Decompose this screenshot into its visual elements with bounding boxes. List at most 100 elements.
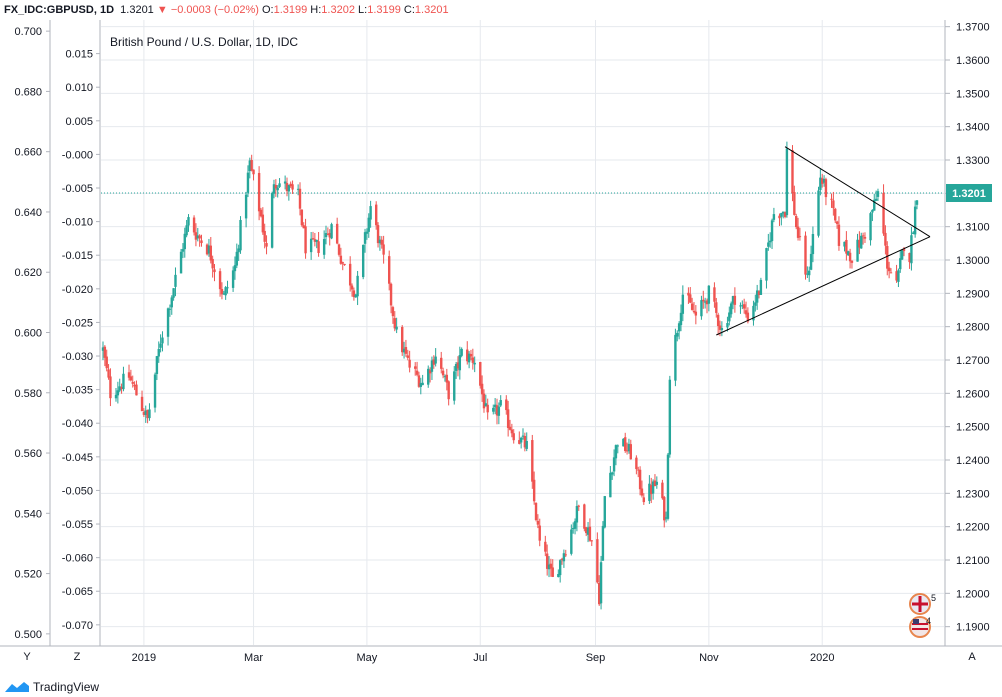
- candle-body: [428, 370, 432, 374]
- candle-body: [770, 220, 774, 242]
- candle-body: [874, 198, 878, 201]
- candle-body: [363, 232, 367, 244]
- candle-body: [118, 386, 121, 391]
- right-tick-label: 1.2100: [956, 555, 990, 567]
- candle-body: [733, 295, 737, 305]
- candle-body: [538, 525, 541, 541]
- left-outer-tick-label: 0.680: [14, 86, 42, 98]
- candle-body: [352, 290, 356, 298]
- candle-body: [427, 368, 430, 385]
- price-chart[interactable]: British Pound / U.S. Dollar, 1D, IDC 0.7…: [0, 0, 1002, 678]
- left-inner-tick-label: -0.000: [62, 149, 93, 161]
- candle-body: [677, 323, 681, 332]
- log-scale-button[interactable]: Y: [23, 651, 31, 663]
- left-inner-tick-label: -0.055: [62, 519, 93, 531]
- candle-body: [900, 249, 904, 260]
- candle-body: [806, 273, 809, 275]
- trendline[interactable]: [716, 236, 931, 336]
- last-price: 1.3201: [120, 4, 154, 16]
- us-flag-icon[interactable]: 4: [909, 616, 931, 638]
- candle-body: [434, 356, 437, 364]
- candle-body: [369, 206, 372, 220]
- candle-body: [445, 374, 449, 383]
- candle-body: [713, 287, 716, 302]
- candle-body: [821, 178, 824, 184]
- time-tick-label: 2019: [132, 652, 156, 664]
- left-inner-tick-label: -0.040: [62, 418, 93, 430]
- candle-body: [261, 214, 265, 233]
- right-tick-label: 1.3700: [956, 22, 990, 34]
- right-price-axis[interactable]: 1.37001.36001.35001.34001.33001.32001.31…: [945, 22, 990, 634]
- candle-body: [107, 369, 110, 378]
- candle-body: [512, 433, 515, 441]
- candle-body: [521, 435, 525, 437]
- us-flag-count: 4: [926, 616, 931, 626]
- left-inner-tick-label: -0.005: [62, 183, 93, 195]
- left-outer-axis[interactable]: 0.700 0.680 0.660 0.640 0.620 0.600 0.580 0.560…: [14, 26, 50, 641]
- candle-body: [588, 526, 592, 541]
- candle-body: [252, 169, 255, 175]
- time-tick-label: Mar: [244, 652, 263, 664]
- candle-body: [731, 296, 735, 304]
- candle-body: [328, 233, 331, 238]
- candle-body: [127, 372, 131, 378]
- candle-body: [718, 325, 722, 330]
- candle-body: [456, 362, 460, 369]
- candle-body: [895, 271, 898, 281]
- candle-body: [887, 267, 891, 272]
- candle-body: [860, 235, 863, 249]
- left-outer-tick-label: 0.500: [14, 629, 42, 641]
- candle-body: [263, 230, 266, 242]
- event-flags[interactable]: 5 4: [909, 593, 936, 638]
- candle-body: [402, 348, 406, 353]
- close-label: C:: [403, 4, 415, 16]
- candle-body: [417, 375, 421, 387]
- tradingview-logo-icon: [5, 682, 29, 692]
- candle-body: [571, 527, 575, 530]
- candle-body: [218, 271, 222, 290]
- candle-body: [640, 488, 644, 496]
- candle-body: [742, 304, 746, 309]
- candle-body: [505, 399, 508, 411]
- candle-body: [845, 239, 848, 254]
- candle-body: [835, 221, 839, 224]
- time-tick-label: Nov: [699, 652, 719, 664]
- candle-body: [337, 244, 341, 255]
- auto-scale-button[interactable]: A: [968, 651, 976, 663]
- zoom-button[interactable]: Z: [74, 651, 81, 663]
- chart-title: British Pound / U.S. Dollar, 1D, IDC: [110, 35, 298, 49]
- left-inner-tick-label: -0.035: [62, 385, 93, 397]
- candle-body: [430, 360, 434, 372]
- trendlines[interactable]: [716, 146, 931, 336]
- candle-body: [624, 437, 627, 451]
- candle-body: [317, 241, 320, 254]
- right-tick-label: 1.1900: [956, 622, 990, 634]
- candle-body: [146, 409, 149, 419]
- price-change: ▼ −0.0003 (−0.02%): [156, 4, 259, 16]
- candle-body: [179, 251, 183, 274]
- candle-body: [348, 263, 352, 286]
- candle-body: [510, 429, 514, 434]
- candle-body: [744, 310, 748, 315]
- brand-footer[interactable]: TradingView: [4, 678, 99, 696]
- candle-body: [741, 305, 744, 307]
- trendline[interactable]: [784, 146, 931, 238]
- uk-flag-icon[interactable]: 5: [909, 593, 936, 615]
- candle-body: [235, 251, 239, 266]
- open-value: 1.3199: [273, 4, 308, 16]
- candle-body: [601, 525, 605, 561]
- candle-body: [441, 370, 445, 376]
- candle-body: [843, 241, 846, 247]
- candle-body: [692, 310, 696, 313]
- candle-body: [419, 383, 422, 387]
- candle-body: [471, 357, 475, 363]
- candle-body: [508, 426, 512, 430]
- candle-body: [272, 184, 276, 194]
- candle-body: [531, 440, 534, 482]
- candle-body: [361, 244, 365, 278]
- left-inner-axis[interactable]: 0.015 0.010 0.005 -0.000 -0.005 -0.010 -0.015 -…: [62, 49, 100, 632]
- candle-body: [884, 232, 887, 246]
- time-axis[interactable]: 2019 Mar May Jul Sep Nov 2020: [132, 652, 835, 664]
- candle-body: [421, 382, 424, 386]
- candle-body: [101, 347, 105, 351]
